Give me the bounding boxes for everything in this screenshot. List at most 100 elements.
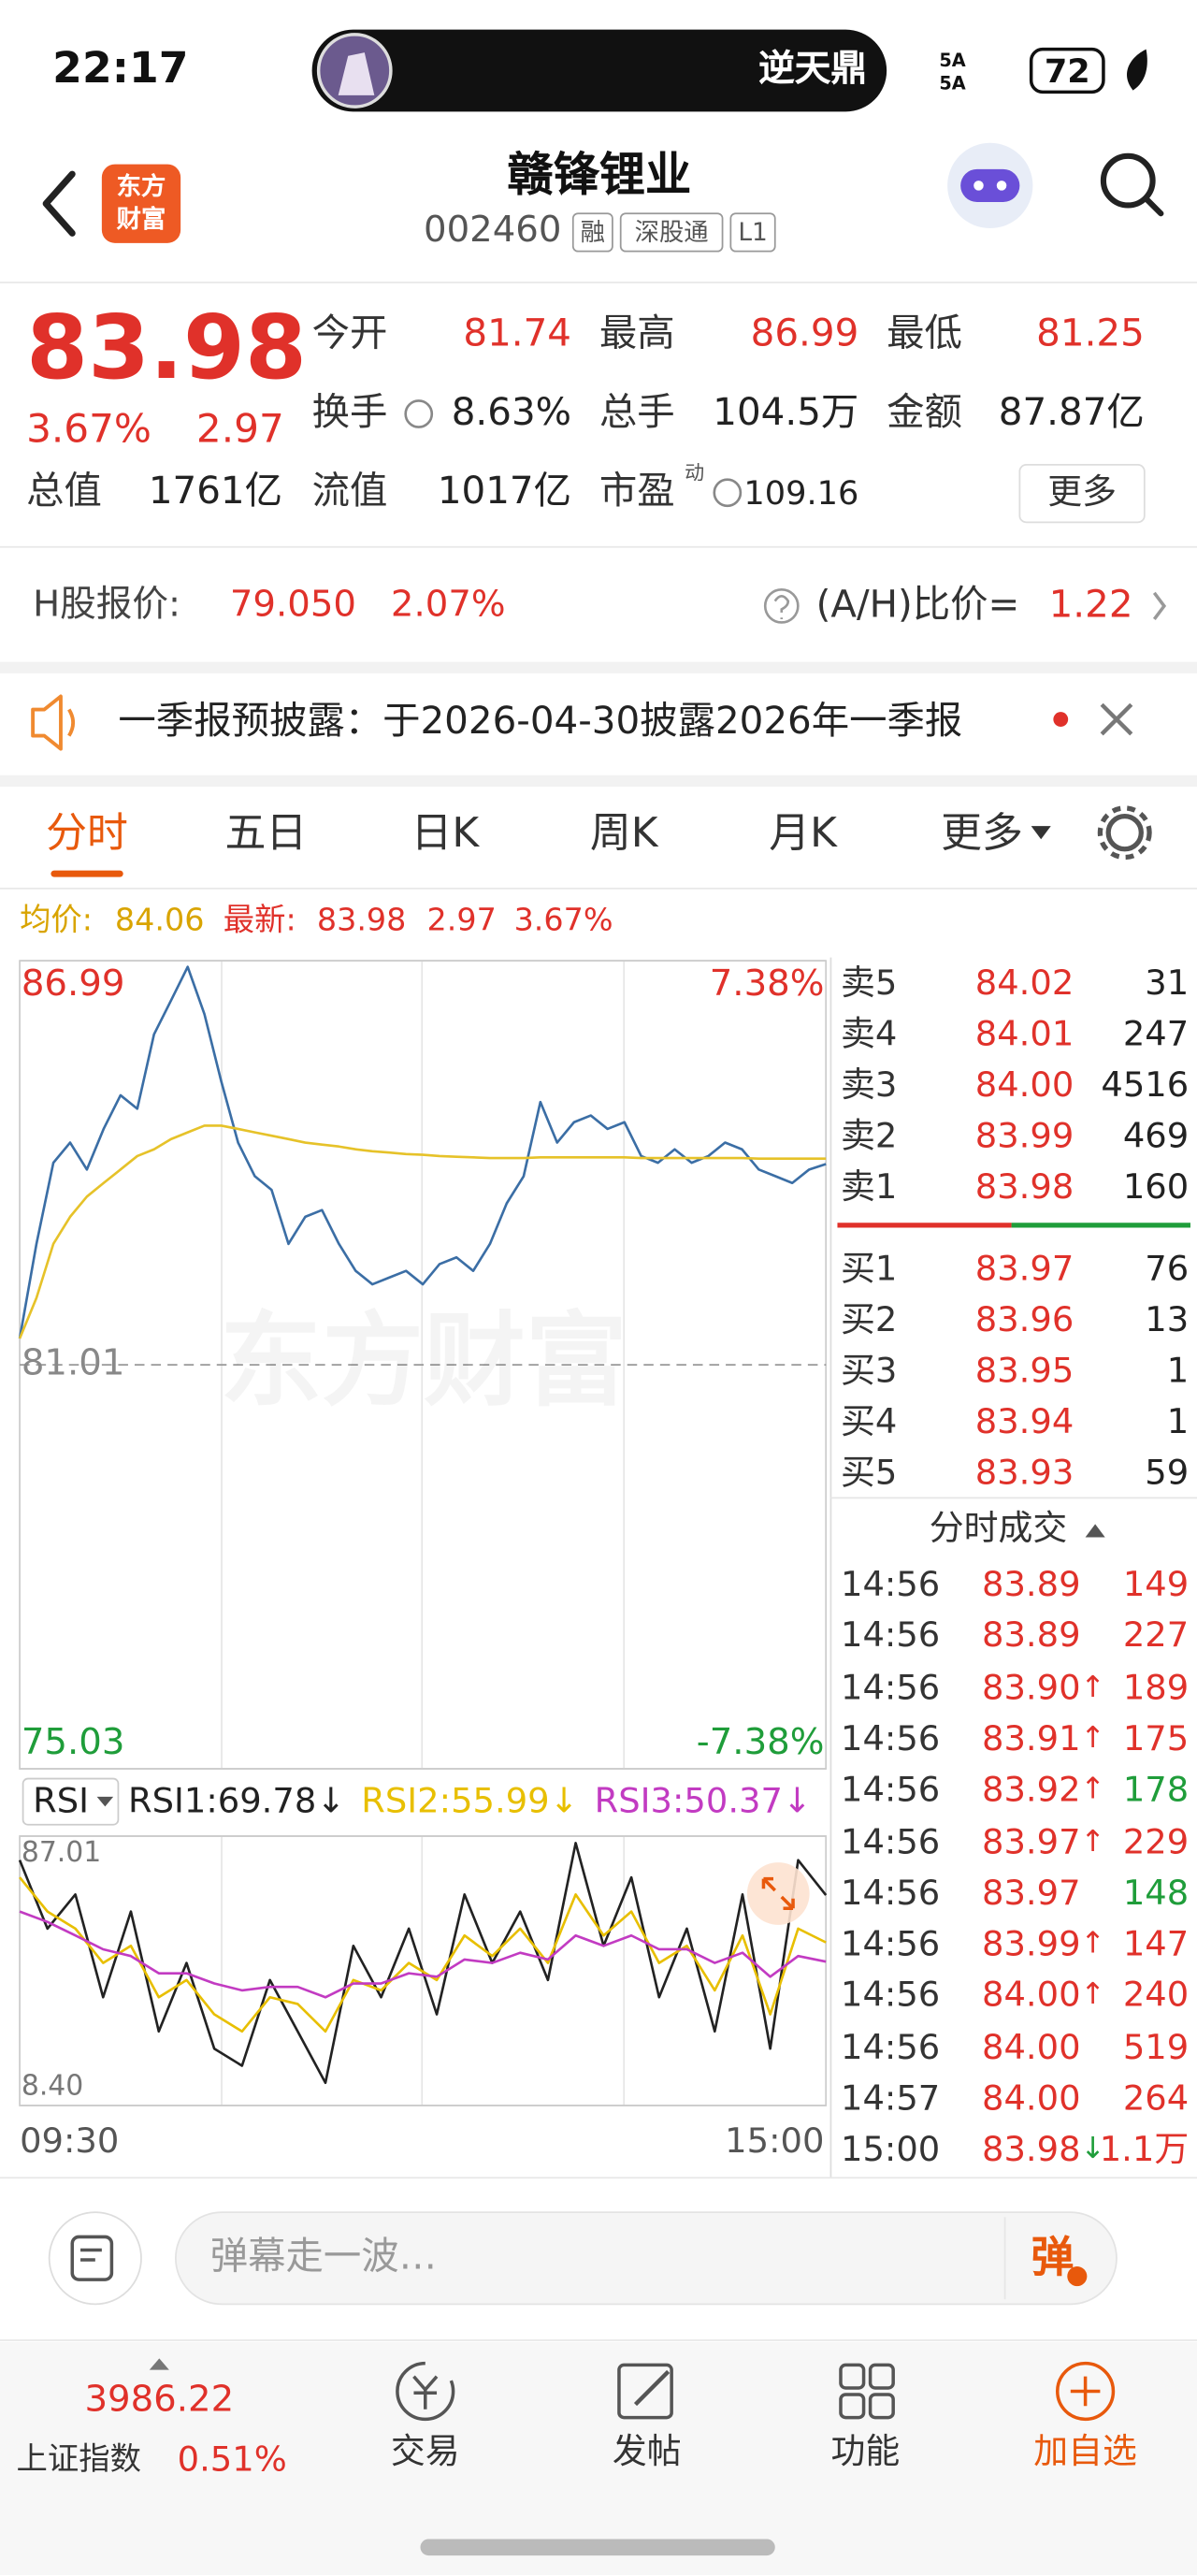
signal-label: 5A	[939, 73, 966, 94]
nav-item[interactable]: 发帖	[612, 2431, 682, 2471]
legend-part: 69.78	[217, 1781, 317, 1821]
trade-price: 83.99	[981, 1924, 1081, 1964]
stock-code: 002460	[424, 210, 562, 252]
rsi-legend: RSI3:50.37 ↓	[595, 1781, 812, 1821]
bid-label: 买1	[840, 1249, 898, 1289]
comment-input[interactable]	[174, 2211, 1118, 2306]
tag-box	[571, 212, 613, 253]
notice-text: 一季报预披露：于2026-04-30披露2026年一季报	[118, 700, 963, 744]
compose-button[interactable]	[48, 2211, 142, 2306]
more-label[interactable]: 更多	[1047, 471, 1117, 512]
avg-label: 均价:	[20, 902, 94, 939]
trade-volume: 189	[1122, 1667, 1190, 1707]
chart-tab[interactable]: 周K	[589, 808, 658, 857]
sort-caret	[1085, 1524, 1105, 1538]
ah-ratio-label: (A/H)比价=	[815, 584, 1020, 627]
trade-volume: 149	[1122, 1564, 1190, 1604]
function-icon	[868, 2363, 895, 2390]
ask-volume: 4516	[1101, 1064, 1190, 1105]
tag-box	[729, 212, 776, 253]
trade-price: 84.00	[981, 2078, 1081, 2119]
settings-button[interactable]	[1105, 814, 1144, 852]
close-notice[interactable]	[1100, 702, 1133, 736]
trade-time: 14:56	[840, 1770, 941, 1810]
change-percent: 3.67%	[26, 405, 151, 452]
trades-title[interactable]: 分时成交	[929, 1508, 1068, 1548]
chart-tab[interactable]: 分时	[46, 808, 128, 857]
assistant-face	[960, 168, 1020, 202]
battery-level: 72	[1044, 51, 1090, 91]
y-tick-label: 86.99	[21, 963, 125, 1006]
nav-item[interactable]: 功能	[830, 2431, 901, 2471]
rsi-legend: RSI1:69.78 ↓	[127, 1781, 345, 1821]
bid-price: 83.93	[974, 1453, 1074, 1493]
legend-part: :	[671, 1781, 685, 1821]
logo-text: 东方	[116, 171, 166, 202]
comment-placeholder[interactable]: 弹幕走一波…	[209, 2236, 438, 2279]
field-label: 流值	[311, 470, 388, 514]
search-button[interactable]	[1100, 152, 1156, 209]
field-superscript: 动	[685, 461, 705, 485]
trade-time: 14:56	[840, 1564, 941, 1604]
ask-price: 83.99	[974, 1116, 1074, 1156]
section-gap	[0, 774, 1197, 788]
y-tick-label: 81.01	[21, 1343, 125, 1385]
chart-tab[interactable]: 五日	[224, 808, 308, 857]
function-icon	[868, 2393, 895, 2420]
back-button[interactable]	[42, 170, 76, 237]
h-share-label: H股报价:	[33, 585, 181, 626]
trade-volume: 240	[1122, 1975, 1190, 2016]
trade-time: 14:56	[840, 1718, 941, 1758]
danmaku-button[interactable]: 弹	[1031, 2233, 1074, 2283]
chart-tab[interactable]: 更多	[941, 808, 1023, 857]
bid-volume: 1	[1166, 1401, 1190, 1441]
chart-tab[interactable]: 日K	[411, 808, 480, 857]
trade-time: 14:56	[840, 2027, 941, 2067]
legend-part: RSI1	[127, 1781, 207, 1821]
trade-arrow: ↑	[1080, 1977, 1105, 2013]
trade-time: 15:00	[840, 2129, 941, 2170]
info-icon	[404, 399, 434, 428]
expand-button[interactable]	[746, 1862, 810, 1925]
index-name[interactable]: 上证指数	[16, 2441, 142, 2478]
legend-part: :	[206, 1781, 218, 1821]
trade-time: 14:57	[840, 2078, 941, 2119]
ask-label: 卖1	[840, 1166, 898, 1207]
app-logo	[101, 164, 181, 243]
nav-item[interactable]: 加自选	[1033, 2431, 1137, 2471]
indicator-selector[interactable]	[22, 1777, 120, 1826]
trade-glyph	[412, 2375, 439, 2410]
trade-price: 84.00	[981, 1975, 1081, 2016]
index-change[interactable]: 0.51%	[177, 2439, 287, 2480]
h-share-price: 79.050	[229, 585, 356, 626]
trade-price: 83.89	[981, 1615, 1081, 1656]
field-value: 87.87亿	[998, 391, 1145, 435]
indicator-name[interactable]: RSI	[33, 1781, 90, 1821]
index-value[interactable]: 3986.22	[84, 2380, 235, 2422]
trade-arrow: ↑	[1080, 1720, 1105, 1756]
bid-price: 83.96	[974, 1299, 1074, 1339]
live-avatar-figure	[338, 52, 375, 95]
tag-box	[619, 212, 724, 253]
trade-time: 14:56	[840, 1615, 941, 1656]
stock-name: 赣锋锂业	[507, 148, 692, 202]
bottom-nav	[0, 2341, 1197, 2576]
trade-volume: 264	[1122, 2078, 1190, 2119]
legend-part: RSI2	[361, 1781, 440, 1821]
bid-volume: 13	[1145, 1299, 1190, 1339]
nav-item[interactable]: 交易	[390, 2431, 460, 2471]
bid-label: 买3	[840, 1351, 898, 1391]
trade-arrow: ↑	[1080, 1669, 1105, 1704]
legend-part: 50.37	[684, 1781, 783, 1821]
section-gap	[0, 661, 1197, 673]
ask-volume: 31	[1145, 962, 1190, 1003]
stock-tag: 深股通	[634, 217, 709, 248]
trade-price: 83.98	[981, 2129, 1081, 2170]
series-line	[19, 1910, 827, 1999]
x-tick-label: 15:00	[725, 2120, 825, 2161]
more-button[interactable]	[1018, 464, 1146, 524]
latest-value: 83.98	[316, 902, 407, 939]
chart-tab[interactable]: 月K	[769, 808, 837, 857]
field-label: 市盈	[598, 470, 675, 514]
field-label: 金额	[887, 391, 962, 435]
